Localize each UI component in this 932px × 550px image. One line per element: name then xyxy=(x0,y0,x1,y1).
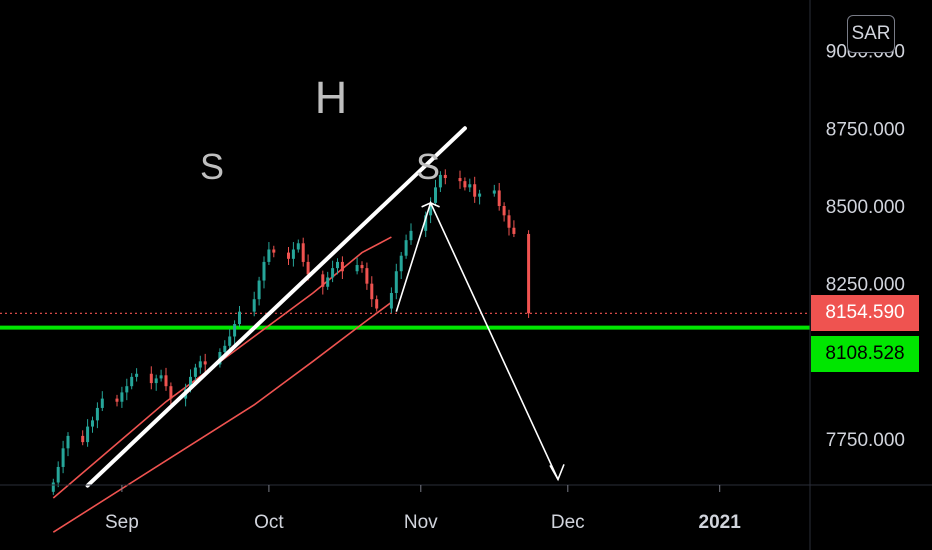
candle xyxy=(473,184,477,197)
candle xyxy=(287,252,290,259)
price-axis-label: 8500.000 xyxy=(826,197,905,218)
candle xyxy=(91,420,94,427)
candle xyxy=(438,174,442,188)
candle xyxy=(125,386,129,393)
candle xyxy=(228,336,232,346)
price-axis-label: 7750.000 xyxy=(826,430,905,451)
candle xyxy=(463,181,467,188)
candle xyxy=(296,243,300,250)
candle xyxy=(51,482,55,492)
time-axis-label: Nov xyxy=(404,512,438,533)
candle xyxy=(154,378,158,384)
candle xyxy=(429,202,433,216)
moving-average-line xyxy=(52,236,392,499)
candle xyxy=(527,233,531,314)
plot-area[interactable] xyxy=(0,126,810,533)
candle xyxy=(389,292,393,309)
candle xyxy=(272,249,276,253)
candle xyxy=(424,215,428,231)
candle xyxy=(321,274,325,287)
candle xyxy=(365,268,369,284)
candle xyxy=(375,299,379,309)
time-axis-label: 2021 xyxy=(699,512,742,533)
candle xyxy=(399,255,403,272)
candle xyxy=(233,324,237,337)
candle xyxy=(223,345,227,353)
candle xyxy=(340,261,344,272)
candle xyxy=(301,243,305,262)
candle xyxy=(86,426,90,443)
candle xyxy=(443,174,447,179)
candle xyxy=(507,215,511,228)
candle xyxy=(257,280,261,300)
candle xyxy=(81,435,85,443)
pattern-label-head: H xyxy=(315,72,348,123)
candle xyxy=(189,376,192,390)
candle xyxy=(291,249,295,259)
candle xyxy=(331,268,335,278)
candle xyxy=(355,265,359,272)
candle xyxy=(159,375,163,379)
candle xyxy=(404,240,408,256)
candle xyxy=(468,184,472,188)
time-axis-label: Sep xyxy=(105,512,139,533)
candle xyxy=(169,386,173,399)
candle xyxy=(394,271,398,293)
candle xyxy=(149,373,153,384)
candle xyxy=(326,277,330,287)
projection-arrow[interactable] xyxy=(395,200,559,480)
arrowhead-icon xyxy=(549,464,565,482)
arrow-vertex-icon xyxy=(421,202,440,208)
moving-average-line xyxy=(52,301,392,533)
candle xyxy=(478,193,482,197)
candle xyxy=(135,373,139,377)
last-price-tag: 8154.590 xyxy=(811,295,919,331)
pattern-label-right-shoulder: S xyxy=(416,146,440,187)
candle xyxy=(203,361,207,365)
candle xyxy=(193,367,197,377)
time-axis-label: Oct xyxy=(254,512,284,533)
candle xyxy=(492,190,496,194)
candle xyxy=(95,407,99,421)
candle xyxy=(336,261,339,269)
candle xyxy=(370,283,374,300)
candle xyxy=(56,466,60,483)
candle xyxy=(61,448,65,467)
candle xyxy=(458,178,462,182)
candle xyxy=(100,398,104,408)
candle xyxy=(120,392,124,402)
candle xyxy=(306,261,310,275)
candle xyxy=(130,376,134,387)
pattern-label-left-shoulder: S xyxy=(200,146,224,187)
candle xyxy=(262,261,266,281)
level-price-tag: 8108.528 xyxy=(811,336,919,372)
candle xyxy=(198,361,202,368)
candle xyxy=(497,190,501,206)
candle xyxy=(267,249,271,262)
candle xyxy=(409,230,413,241)
symbol-badge[interactable]: SAR xyxy=(847,15,895,53)
time-axis[interactable]: Sep Oct Nov Dec 2021 xyxy=(105,485,741,533)
candle xyxy=(164,375,168,387)
price-axis-label: 8750.000 xyxy=(826,119,905,140)
candle xyxy=(434,187,437,203)
candle xyxy=(238,311,241,325)
candle xyxy=(252,299,256,312)
price-axis-label: 8250.000 xyxy=(826,275,905,296)
candle xyxy=(66,435,70,449)
candle xyxy=(502,206,506,216)
candle xyxy=(360,265,364,269)
neckline-trendline[interactable] xyxy=(85,126,467,488)
candle xyxy=(115,398,119,402)
time-axis-label: Dec xyxy=(551,512,585,533)
candle xyxy=(512,227,516,234)
